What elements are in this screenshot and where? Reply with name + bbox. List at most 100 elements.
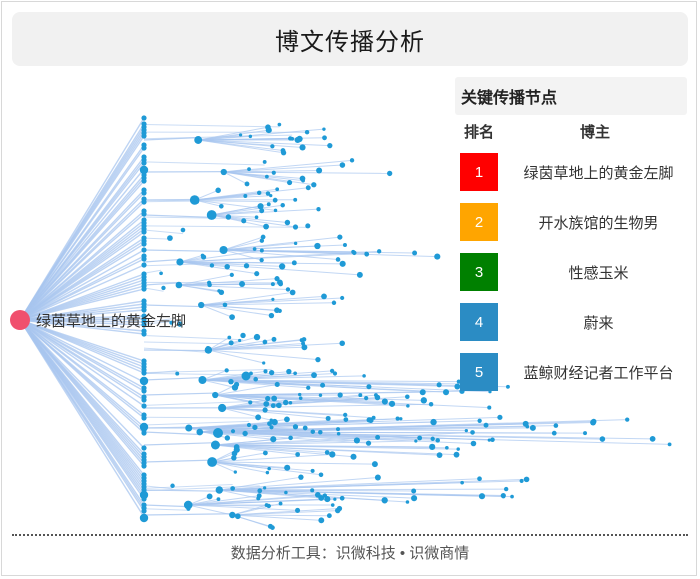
legend-row[interactable]: 1 绿茵草地上的黄金左脚 [455, 147, 687, 197]
tree-node [287, 180, 293, 186]
tree-node [257, 488, 263, 494]
tree-edge [198, 128, 324, 141]
tree-node [298, 474, 304, 480]
tree-node [139, 376, 149, 386]
tree-edge [19, 309, 145, 321]
tree-node [519, 478, 524, 483]
tree-edge [212, 461, 268, 474]
root-node-label: 绿茵草地上的黄金左脚 [36, 313, 187, 330]
tree-node [141, 262, 147, 268]
tree-edge [143, 420, 250, 426]
legend-row[interactable]: 2 开水族馆的生物男 [455, 197, 687, 247]
tree-node [141, 397, 147, 403]
tree-edge [223, 164, 343, 173]
tree-node [175, 371, 180, 376]
tree-edge [188, 495, 260, 506]
tree-node [301, 178, 305, 183]
tree-node [270, 144, 275, 149]
tree-edge [198, 137, 325, 141]
tree-edge [179, 250, 380, 263]
tree-node [276, 402, 282, 409]
tree-node [230, 429, 236, 434]
tree-node [503, 486, 509, 492]
tree-edge [19, 319, 145, 401]
tree-edge [178, 278, 278, 286]
tree-node [224, 435, 231, 441]
tree-node [302, 425, 308, 431]
tree-node [200, 253, 205, 258]
tree-edge [19, 319, 145, 407]
tree-node [259, 248, 264, 253]
tree-node [506, 384, 510, 389]
legend-row[interactable]: 3 性感玉米 [455, 247, 687, 297]
tree-node [231, 450, 238, 457]
tree-node [141, 160, 147, 166]
tree-node [265, 191, 271, 196]
tree-node [442, 389, 450, 396]
tree-node [324, 496, 331, 503]
tree-node [194, 199, 200, 204]
tree-node [364, 251, 368, 255]
tree-edge [143, 392, 216, 396]
tree-node [262, 407, 268, 413]
tree-edge [143, 134, 293, 140]
tree-node [206, 493, 213, 500]
tree-edge [143, 237, 170, 240]
tree-node [180, 227, 186, 233]
tree-node [273, 208, 278, 213]
tree-node [244, 181, 250, 187]
tree-node [262, 159, 267, 164]
tree-node [292, 424, 299, 430]
tree-edge [201, 304, 277, 311]
tree-edge [19, 192, 145, 321]
rank-badge: 1 [460, 153, 498, 191]
tree-node [270, 525, 275, 530]
tree-edge [143, 334, 244, 341]
tree-edge [179, 261, 295, 264]
tree-node [405, 394, 410, 400]
tree-edge [215, 444, 440, 456]
tree-node [159, 271, 163, 276]
tree-node [264, 503, 269, 507]
tree-node [141, 430, 147, 436]
tree-node [336, 431, 341, 436]
legend-row[interactable]: 5 蓝鲸财经记者工作平台 [455, 347, 687, 397]
tree-edge [211, 208, 319, 216]
tree-node [267, 466, 271, 471]
tree-edge [143, 262, 247, 267]
tree-node [326, 513, 332, 519]
tree-node [231, 455, 237, 461]
tree-node [311, 182, 317, 188]
tree-node [435, 438, 440, 443]
tree-edge [143, 199, 276, 203]
legend-row[interactable]: 4 蔚来 [455, 297, 687, 347]
tree-edge [19, 319, 145, 383]
tree-node [315, 356, 321, 363]
tree-node [318, 393, 323, 397]
tree-edge [223, 171, 304, 182]
tree-node [267, 421, 272, 427]
tree-node [298, 396, 303, 401]
tree-edge [178, 284, 220, 292]
tree-edge [211, 214, 296, 228]
tree-node [269, 193, 273, 198]
tree-node [280, 202, 285, 208]
tree-edge [19, 319, 145, 335]
page-title: 博文传播分析 [275, 28, 425, 56]
tree-node [262, 361, 266, 365]
tree-node [141, 211, 147, 217]
tree-node [212, 391, 219, 399]
tree-edge [143, 249, 224, 253]
tree-node [241, 371, 251, 381]
tree-edge [19, 319, 145, 374]
tree-edge [208, 346, 305, 351]
tree-node [321, 293, 327, 300]
tree-edge [211, 214, 288, 224]
tree-node [322, 135, 327, 141]
tree-node [305, 185, 311, 191]
tree-node [222, 302, 228, 308]
tree-edge [19, 180, 145, 321]
tree-node [366, 384, 372, 390]
tree-node [342, 243, 347, 248]
tree-edge [212, 461, 270, 470]
